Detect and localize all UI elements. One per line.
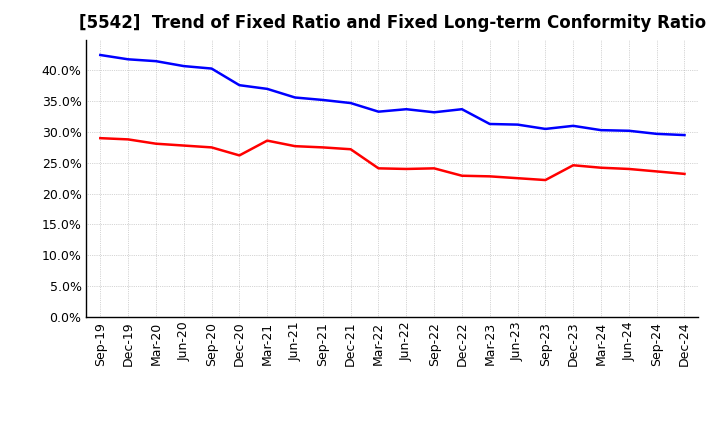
Line: Fixed Ratio: Fixed Ratio — [100, 55, 685, 135]
Fixed Long-term Conformity Ratio — [624, 166, 633, 172]
Fixed Long-term Conformity Ratio — [235, 153, 243, 158]
Fixed Long-term Conformity Ratio — [374, 166, 383, 171]
Fixed Ratio — [235, 83, 243, 88]
Fixed Ratio — [402, 106, 410, 112]
Fixed Ratio — [346, 100, 355, 106]
Fixed Ratio — [458, 106, 467, 112]
Fixed Ratio — [652, 131, 661, 136]
Fixed Ratio — [569, 123, 577, 128]
Fixed Long-term Conformity Ratio — [513, 176, 522, 181]
Fixed Ratio — [624, 128, 633, 133]
Title: [5542]  Trend of Fixed Ratio and Fixed Long-term Conformity Ratio: [5542] Trend of Fixed Ratio and Fixed Lo… — [78, 15, 706, 33]
Fixed Ratio — [96, 52, 104, 58]
Fixed Long-term Conformity Ratio — [485, 174, 494, 179]
Fixed Ratio — [374, 109, 383, 114]
Fixed Ratio — [179, 63, 188, 69]
Fixed Long-term Conformity Ratio — [458, 173, 467, 178]
Fixed Long-term Conformity Ratio — [402, 166, 410, 172]
Fixed Long-term Conformity Ratio — [569, 163, 577, 168]
Fixed Ratio — [680, 132, 689, 138]
Fixed Long-term Conformity Ratio — [263, 138, 271, 143]
Fixed Ratio — [207, 66, 216, 71]
Fixed Ratio — [152, 59, 161, 64]
Fixed Long-term Conformity Ratio — [430, 166, 438, 171]
Fixed Ratio — [124, 57, 132, 62]
Fixed Ratio — [513, 122, 522, 127]
Fixed Ratio — [263, 86, 271, 92]
Fixed Ratio — [291, 95, 300, 100]
Fixed Ratio — [541, 126, 550, 132]
Fixed Ratio — [318, 97, 327, 103]
Fixed Long-term Conformity Ratio — [541, 177, 550, 183]
Fixed Long-term Conformity Ratio — [124, 137, 132, 142]
Fixed Long-term Conformity Ratio — [318, 145, 327, 150]
Fixed Ratio — [485, 121, 494, 127]
Line: Fixed Long-term Conformity Ratio: Fixed Long-term Conformity Ratio — [100, 138, 685, 180]
Fixed Long-term Conformity Ratio — [96, 136, 104, 141]
Fixed Long-term Conformity Ratio — [680, 171, 689, 176]
Fixed Long-term Conformity Ratio — [152, 141, 161, 147]
Fixed Long-term Conformity Ratio — [346, 147, 355, 152]
Fixed Ratio — [597, 128, 606, 133]
Fixed Long-term Conformity Ratio — [179, 143, 188, 148]
Fixed Long-term Conformity Ratio — [652, 169, 661, 174]
Fixed Long-term Conformity Ratio — [597, 165, 606, 170]
Fixed Long-term Conformity Ratio — [291, 143, 300, 149]
Fixed Ratio — [430, 110, 438, 115]
Fixed Long-term Conformity Ratio — [207, 145, 216, 150]
